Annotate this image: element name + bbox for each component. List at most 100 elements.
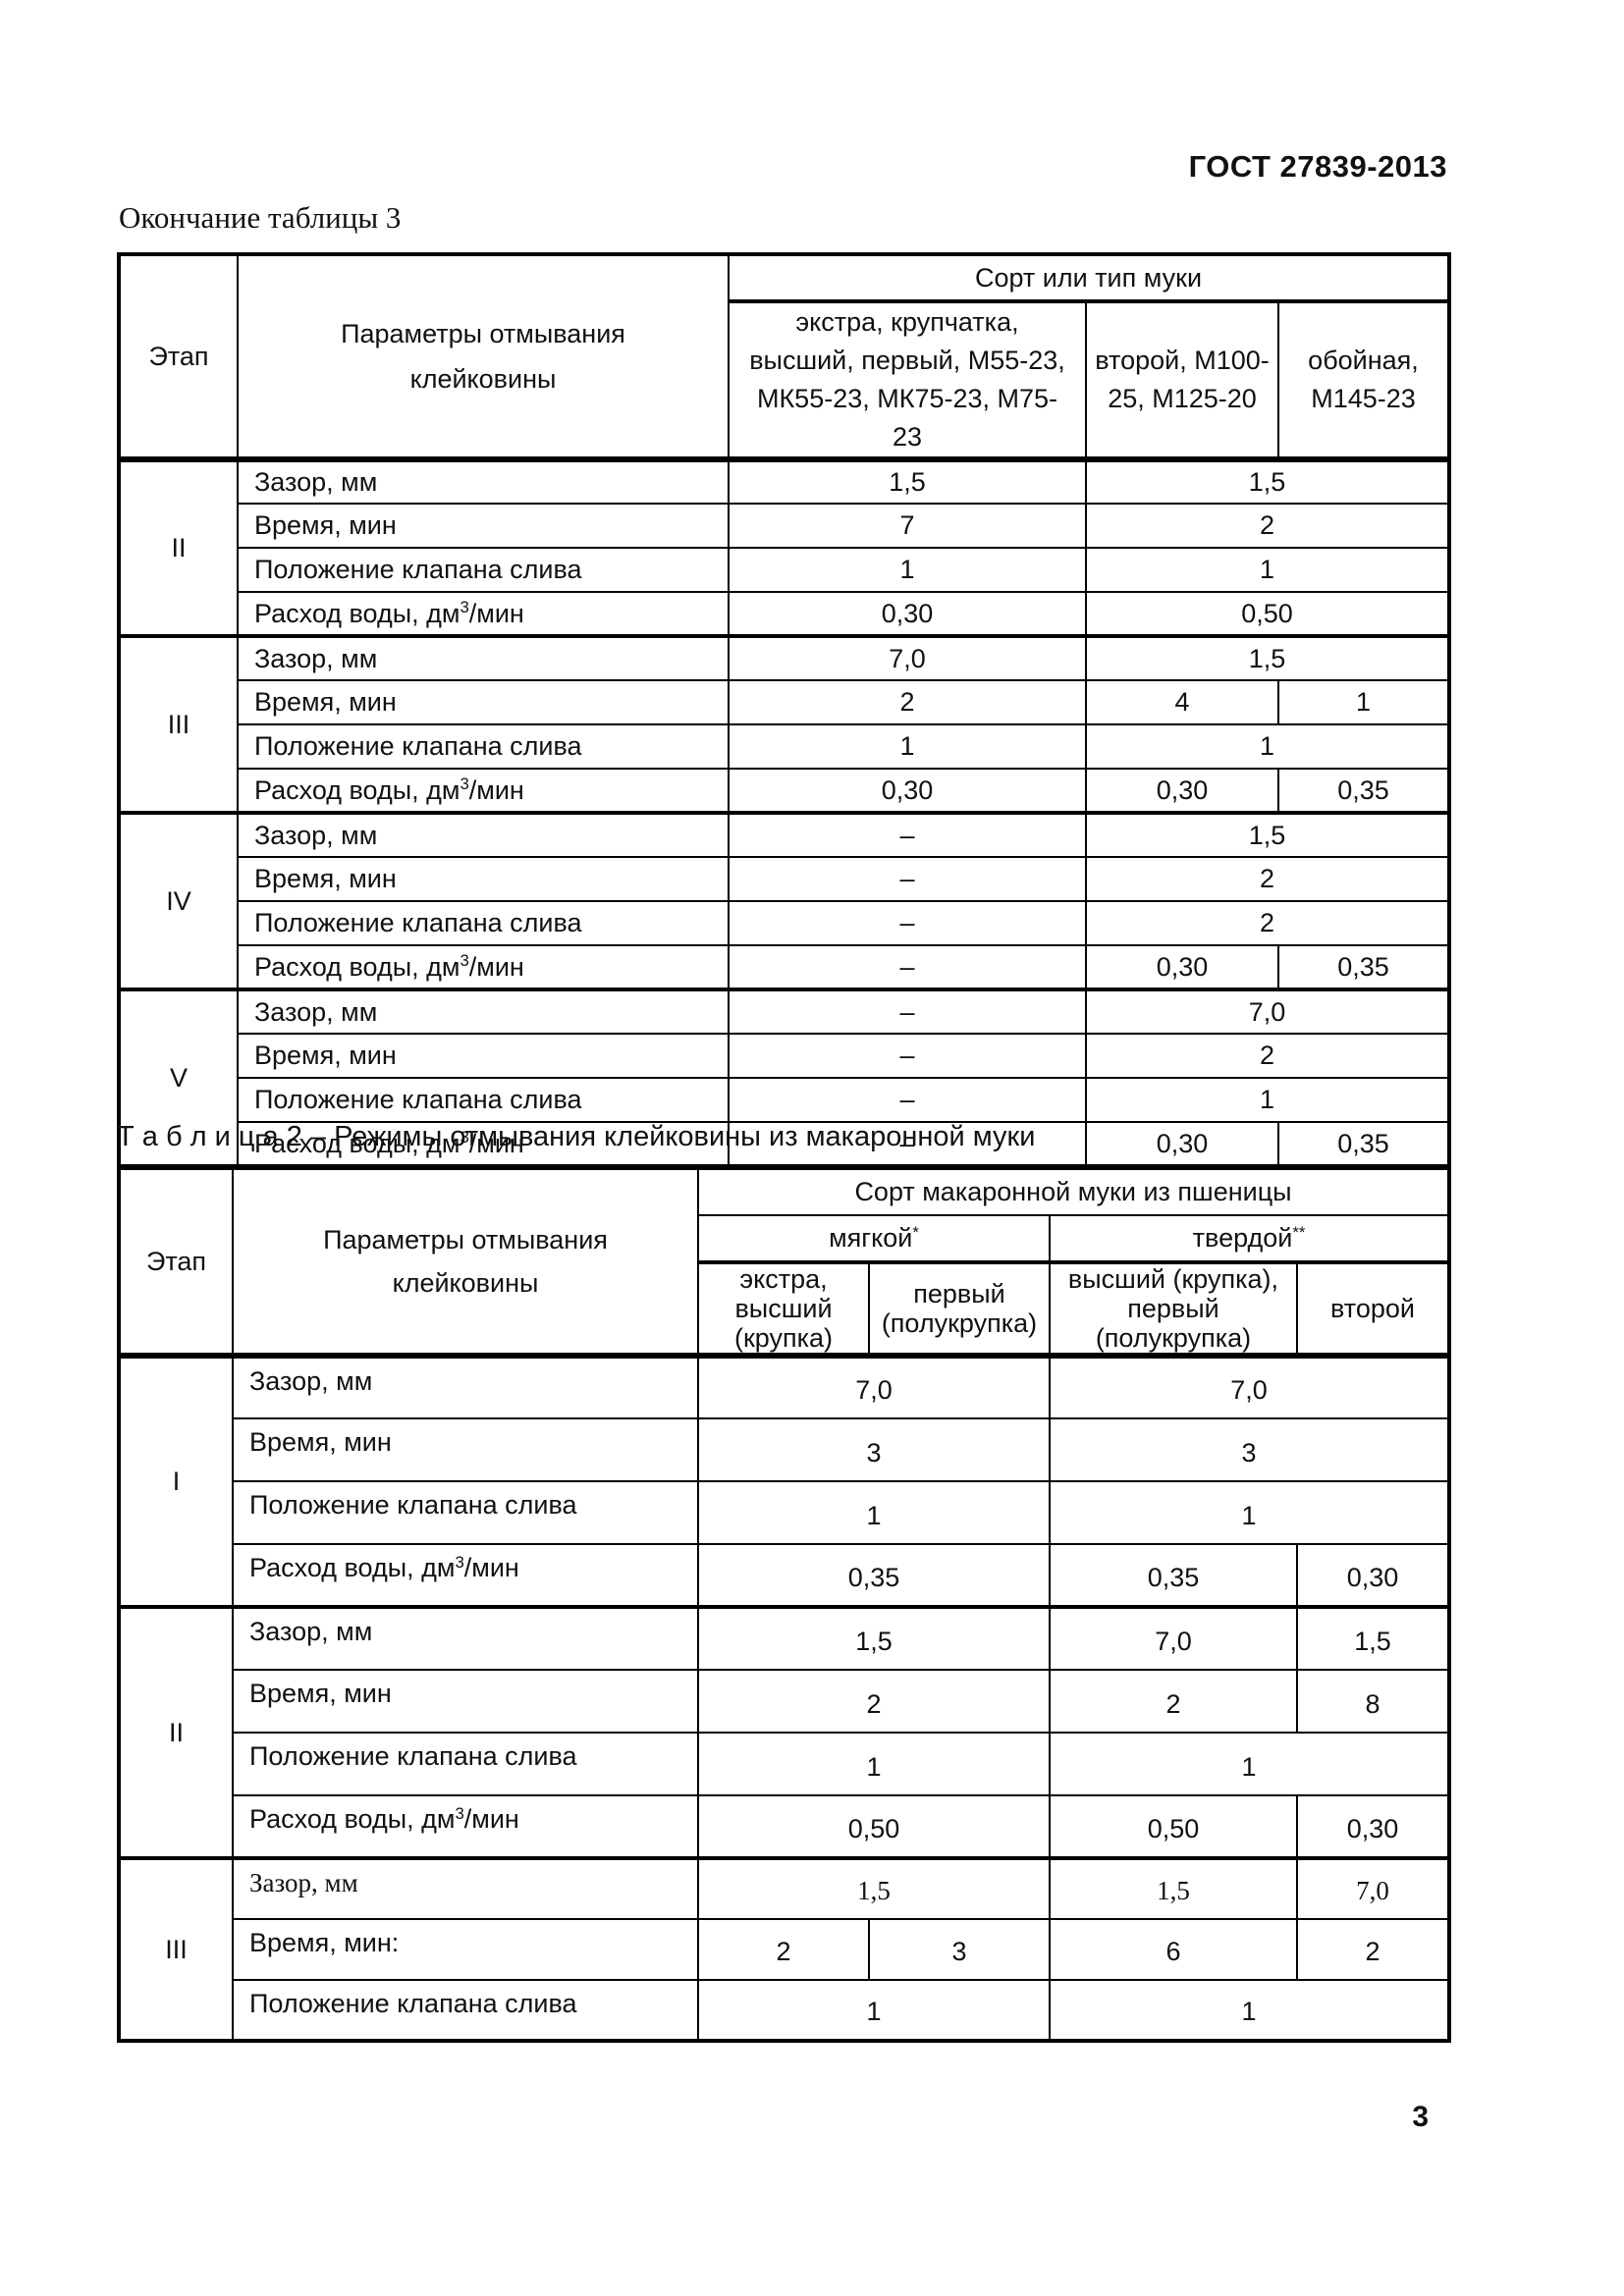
param-label-cell: Расход воды, дм3/мин [237, 1121, 730, 1167]
label-text: мягкой [829, 1223, 913, 1253]
label-text: /мин [468, 1128, 524, 1158]
param-label-cell: Время, мин [232, 1669, 699, 1734]
t3-header-params: Параметры отмывания клейковины [237, 253, 730, 462]
label-text: /мин [463, 1804, 519, 1834]
label-superscript: 3 [460, 1128, 469, 1148]
value-cell: 2 [1084, 503, 1451, 549]
table-2: Этап Параметры отмывания клейковины Сорт… [117, 1166, 1452, 2043]
value-cell: 4 [1085, 679, 1279, 725]
t2-header-group: Сорт макаронной муки из пшеницы [696, 1167, 1451, 1216]
value-cell: 6 [1049, 1918, 1298, 1981]
value-cell: – [728, 856, 1087, 902]
t2-stage-cell: I [118, 1355, 234, 1608]
value-cell: – [728, 1121, 1087, 1167]
label-superscript: 3 [460, 598, 469, 617]
value-cell: 1 [1048, 1480, 1451, 1545]
label-text: Зазор, мм [254, 643, 378, 673]
t3-flour-col-1: второй, М100-25, М125-20 [1085, 300, 1279, 462]
value-cell: 1 [697, 1480, 1051, 1545]
value-cell: 0,50 [1084, 591, 1451, 637]
t2-header-params: Параметры отмывания клейковины [232, 1167, 699, 1359]
label-text: Расход воды, дм [249, 1804, 456, 1834]
label-text: /мин [468, 774, 524, 805]
label-text: Расход воды, дм [254, 951, 460, 982]
value-cell: 1,5 [1084, 634, 1451, 681]
label-text: Положение клапана слива [249, 1490, 577, 1520]
value-cell: 0,35 [697, 1543, 1051, 1608]
value-cell: 7,0 [1084, 988, 1451, 1035]
param-label-cell: Положение клапана слива [237, 723, 730, 770]
value-cell: 1 [1084, 547, 1451, 593]
param-label-cell: Положение клапана слива [237, 1077, 730, 1123]
value-cell: 0,30 [1295, 1543, 1451, 1608]
label-superscript: 3 [460, 774, 469, 794]
param-label-cell: Зазор, мм [232, 1856, 699, 1920]
label-superscript: 3 [460, 951, 469, 971]
param-label-cell: Положение клапана слива [237, 547, 730, 593]
param-label-cell: Зазор, мм [237, 988, 730, 1035]
label-text: Время, мин [254, 510, 397, 540]
label-text: Время, мин [249, 1427, 392, 1457]
label-text: Зазор, мм [249, 1617, 373, 1646]
param-label-cell: Расход воды, дм3/мин [237, 591, 730, 637]
label-text: Положение клапана слива [249, 1989, 577, 2018]
t2-subcol-0: экстра, высший (крупка) [697, 1261, 870, 1359]
label-text: Положение клапана слива [254, 731, 582, 761]
value-cell: 1 [1048, 1979, 1451, 2042]
t3-stage-cell: II [118, 458, 239, 637]
footnote-mark: ** [1292, 1222, 1306, 1242]
value-cell: 0,50 [697, 1794, 1051, 1859]
t3-header-etap: Этап [118, 253, 239, 462]
value-cell: 0,30 [728, 768, 1087, 814]
t3-flour-col-2: обойная, М145-23 [1276, 300, 1451, 462]
value-cell: 0,35 [1276, 944, 1451, 990]
param-label-cell: Расход воды, дм3/мин [232, 1794, 699, 1859]
param-label-cell: Зазор, мм [237, 811, 730, 858]
value-cell: – [728, 1077, 1087, 1123]
value-cell: 2 [1084, 1033, 1451, 1079]
value-cell: 0,50 [1049, 1794, 1298, 1859]
value-cell: 1,5 [728, 458, 1087, 505]
param-label-cell: Расход воды, дм3/мин [232, 1543, 699, 1608]
label-text: Расход воды, дм [254, 598, 460, 628]
value-cell: 2 [697, 1918, 870, 1981]
footnote-mark: * [912, 1222, 919, 1242]
t2-subcol-3: второй [1295, 1261, 1451, 1359]
label-text: Положение клапана слива [249, 1741, 577, 1771]
value-cell: 1 [728, 547, 1087, 593]
table-3-continuation: Этап Параметры отмывания клейковины Сорт… [117, 252, 1452, 1168]
label-text: Зазор, мм [249, 1868, 358, 1897]
param-label-cell: Положение клапана слива [232, 1979, 699, 2042]
value-cell: 3 [868, 1918, 1051, 1981]
value-cell: 2 [1295, 1918, 1451, 1981]
value-cell: 1 [697, 1732, 1051, 1796]
value-cell: 0,30 [1085, 1121, 1279, 1167]
param-label-cell: Положение клапана слива [237, 900, 730, 946]
value-cell: 1 [1048, 1732, 1451, 1796]
table3-end-caption: Окончание таблицы 3 [119, 200, 402, 235]
label-text: Время, мин [254, 687, 397, 717]
label-text: Зазор, мм [249, 1366, 373, 1396]
t3-stage-cell: III [118, 634, 239, 814]
label-text: Расход воды, дм [254, 1128, 460, 1158]
label-text: Время, мин: [249, 1928, 400, 1957]
gost-number: ГОСТ 27839-2013 [1188, 149, 1447, 184]
value-cell: 1,5 [1049, 1856, 1298, 1920]
value-cell: 7 [728, 503, 1087, 549]
t3-header-flour-group: Сорт или тип муки [727, 253, 1451, 303]
param-label-cell: Время, мин: [232, 1918, 699, 1981]
value-cell: 1,5 [697, 1856, 1051, 1920]
label-text: Зазор, мм [254, 467, 378, 497]
table-2-caption: Т а б л и ц а 2 – Режимы отмывания клейк… [117, 1121, 1036, 1152]
value-cell: – [728, 1033, 1087, 1079]
t2-stage-cell: II [118, 1605, 234, 1859]
label-text: Время, мин [254, 1041, 397, 1070]
value-cell: 1,5 [1084, 458, 1451, 505]
value-cell: 0,30 [1085, 944, 1279, 990]
value-cell: – [728, 988, 1087, 1035]
value-cell: 0,35 [1276, 768, 1451, 814]
label-text: /мин [463, 1553, 519, 1582]
label-superscript: 3 [455, 1552, 464, 1572]
param-label-cell: Зазор, мм [232, 1355, 699, 1419]
value-cell: – [728, 811, 1087, 858]
